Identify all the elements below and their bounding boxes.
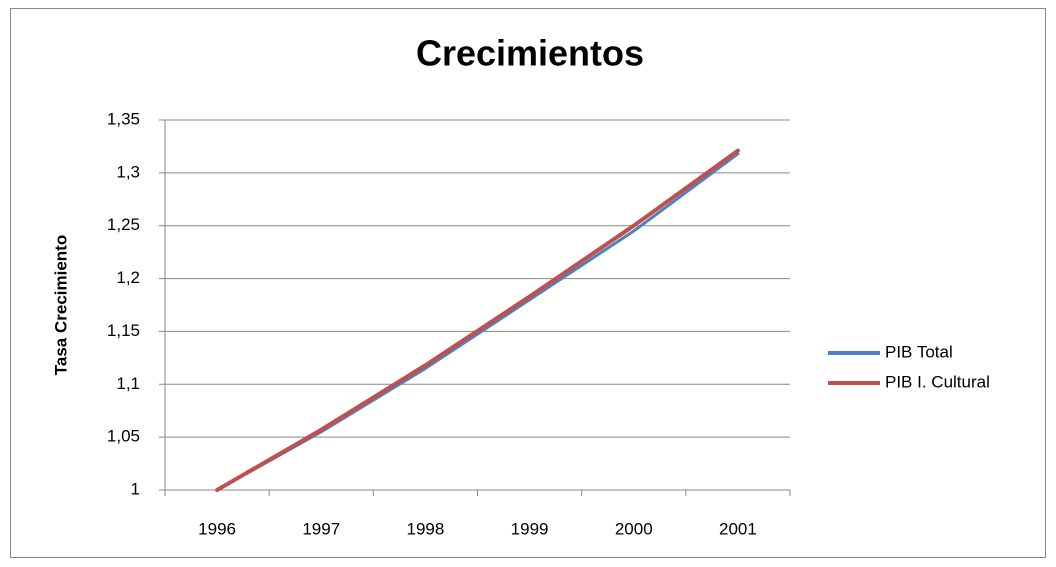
y-tick-label: 1,2 (116, 268, 140, 287)
y-tick-label: 1,35 (107, 109, 140, 128)
y-tick-label: 1,15 (107, 321, 140, 340)
y-tick-label: 1,3 (116, 162, 140, 181)
x-tick-label: 1997 (302, 519, 340, 538)
chart-border (10, 8, 1046, 558)
y-tick-label: 1,25 (107, 215, 140, 234)
x-tick-label: 2001 (719, 519, 757, 538)
y-tick-label: 1 (131, 479, 140, 498)
x-tick-label: 1996 (198, 519, 236, 538)
y-axis-label: Tasa Crecimiento (51, 235, 70, 375)
y-tick-label: 1,1 (116, 374, 140, 393)
x-tick-label: 2000 (615, 519, 653, 538)
legend-label: PIB Total (885, 342, 953, 361)
legend-label: PIB I. Cultural (885, 372, 990, 391)
y-tick-label: 1,05 (107, 427, 140, 446)
x-tick-label: 1999 (511, 519, 549, 538)
series-line (215, 148, 740, 492)
chart-title: Crecimientos (416, 33, 644, 74)
x-tick-label: 1998 (407, 519, 445, 538)
